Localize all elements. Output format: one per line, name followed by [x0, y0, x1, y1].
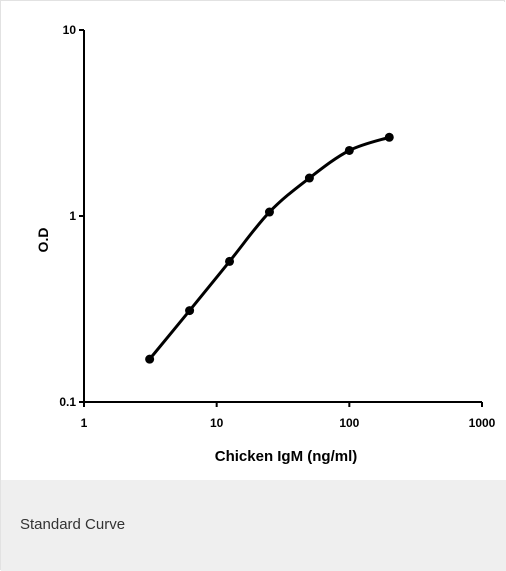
data-point — [384, 132, 394, 142]
chart-area: 0.1 1 10 1 10 100 1000 O.D Chicken IgM (ng/ml… — [2, 2, 505, 480]
x-tick-label: 100 — [339, 416, 359, 430]
data-point — [145, 354, 155, 364]
data-point — [185, 306, 195, 316]
x-tick-label: 1000 — [469, 416, 496, 430]
x-axis-label: Chicken IgM (ng/ml) — [215, 448, 358, 465]
standard-curve-chart: 0.1 1 10 1 10 100 1000 O.D Chicken IgM (ng/ml… — [35, 23, 496, 465]
data-point — [304, 173, 314, 183]
caption-panel: Standard Curve — [1, 480, 506, 571]
y-tick-label: 1 — [69, 209, 76, 223]
x-tick-label: 1 — [81, 416, 88, 430]
x-ticks: 1 10 100 1000 — [81, 402, 496, 430]
data-point — [344, 145, 354, 155]
y-tick-label: 10 — [63, 23, 77, 37]
y-axis-label: O.D — [35, 228, 51, 253]
data-point — [264, 207, 274, 217]
y-tick-label: 0.1 — [59, 395, 76, 409]
y-ticks: 0.1 1 10 — [59, 23, 84, 409]
figure-caption: Standard Curve — [20, 516, 126, 533]
data-point — [225, 256, 235, 266]
series-layer — [145, 132, 394, 364]
series-line — [148, 135, 390, 361]
x-tick-label: 10 — [210, 416, 224, 430]
axes — [83, 30, 482, 403]
